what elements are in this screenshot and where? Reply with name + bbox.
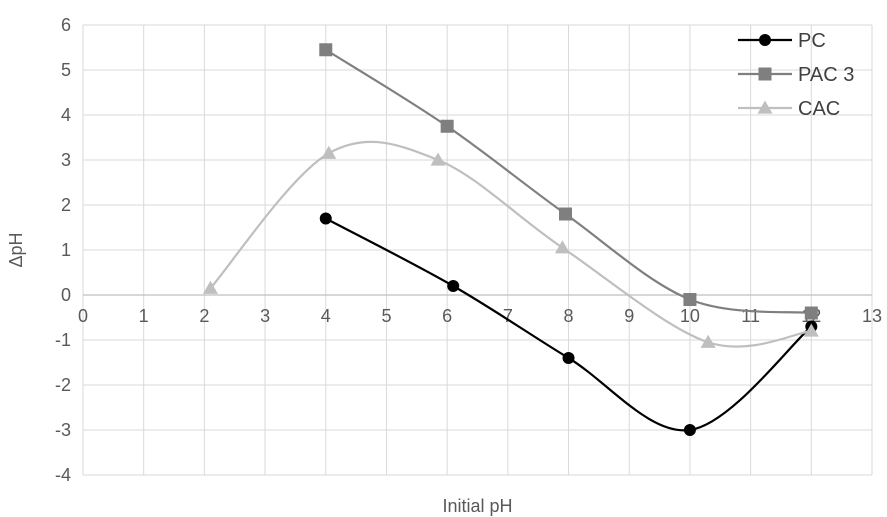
x-tick-label: 13 bbox=[862, 306, 882, 326]
data-point bbox=[447, 280, 460, 292]
series-pac-3 bbox=[319, 43, 818, 320]
y-tick-label: 0 bbox=[61, 285, 71, 305]
x-tick-label: 11 bbox=[741, 306, 760, 326]
y-tick-label: -4 bbox=[55, 465, 71, 485]
y-tick-label: -3 bbox=[55, 420, 71, 440]
y-tick-label: 3 bbox=[61, 150, 71, 170]
x-tick-label: 0 bbox=[78, 306, 88, 326]
x-tick-label: 4 bbox=[321, 306, 331, 326]
y-tick-label: -2 bbox=[55, 375, 71, 395]
legend-item: CAC bbox=[738, 98, 840, 120]
x-tick-label: 7 bbox=[503, 306, 513, 326]
legend-marker bbox=[759, 34, 771, 46]
data-point bbox=[430, 152, 446, 166]
legend-label: PAC 3 bbox=[798, 64, 854, 86]
y-tick-label: 2 bbox=[61, 195, 71, 215]
series-pc bbox=[319, 212, 818, 436]
y-tick-label: 5 bbox=[61, 60, 71, 80]
data-point bbox=[803, 323, 819, 337]
data-point bbox=[683, 424, 696, 436]
series-layer bbox=[202, 43, 819, 436]
data-point bbox=[554, 240, 570, 254]
data-point bbox=[319, 43, 333, 57]
data-point bbox=[319, 212, 332, 225]
x-tick-label: 6 bbox=[442, 306, 452, 326]
legend: PC PAC 3 CAC bbox=[738, 30, 854, 120]
data-point bbox=[683, 293, 697, 306]
legend-item: PAC 3 bbox=[738, 64, 854, 86]
gridlines bbox=[82, 24, 873, 476]
legend-marker bbox=[758, 67, 772, 81]
series-cac bbox=[202, 140, 819, 348]
y-tick-label: 1 bbox=[61, 240, 71, 260]
legend-marker bbox=[757, 100, 773, 114]
data-point bbox=[321, 145, 337, 159]
legend-label: CAC bbox=[798, 98, 840, 120]
data-point bbox=[804, 306, 818, 320]
x-axis-title: Initial pH bbox=[442, 496, 512, 516]
data-point bbox=[202, 280, 218, 294]
x-tick-label: 9 bbox=[624, 306, 634, 326]
data-point bbox=[440, 119, 454, 133]
y-tick-label: -1 bbox=[55, 330, 71, 350]
y-tick-label: 6 bbox=[61, 15, 71, 35]
legend-label: PC bbox=[798, 30, 826, 52]
x-tick-label: 5 bbox=[381, 306, 391, 326]
x-tick-label: 8 bbox=[564, 306, 574, 326]
x-tick-label: 2 bbox=[199, 306, 209, 326]
data-point bbox=[700, 334, 716, 348]
y-tick-label: 4 bbox=[61, 105, 71, 125]
y-axis-title: ΔpH bbox=[6, 232, 26, 267]
data-point bbox=[559, 207, 573, 221]
x-tick-label: 10 bbox=[680, 306, 700, 326]
data-point bbox=[562, 352, 575, 364]
x-tick-label: 1 bbox=[139, 306, 149, 326]
x-tick-label: 3 bbox=[260, 306, 270, 326]
legend-item: PC bbox=[738, 30, 826, 52]
